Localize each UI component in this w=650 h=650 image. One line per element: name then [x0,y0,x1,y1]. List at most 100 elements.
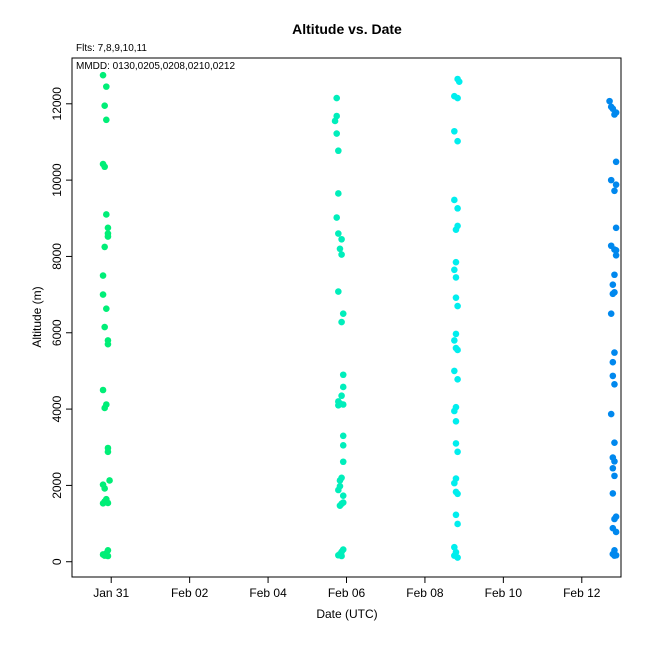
x-axis-label: Date (UTC) [316,607,377,621]
data-point [452,294,460,301]
x-axis: Jan 31 Feb 02 Feb 04 Feb 06 Feb 08 Feb 10 Feb … [93,577,601,600]
data-point [454,137,461,145]
data-point [333,214,340,221]
data-point [104,340,112,348]
data-point [452,440,460,447]
data-point [611,515,618,523]
data-point [335,230,342,237]
series-3 [451,75,463,561]
data-point [104,448,112,456]
data-point [101,243,108,251]
series-1 [99,71,113,560]
data-point [609,358,617,366]
data-point [451,367,458,375]
data-point [336,477,344,484]
data-point [99,71,107,79]
data-point [612,158,620,166]
data-point [104,224,112,232]
data-point [454,448,461,456]
x-tick-label: Feb 02 [171,586,209,600]
data-point [612,247,620,254]
data-point [338,552,345,560]
data-point [452,258,460,266]
x-tick-label: Feb 12 [563,586,601,600]
y-tick-label: 0 [50,558,64,565]
data-point [606,97,613,105]
data-point [338,392,345,400]
data-point [607,176,615,184]
series-2 [331,94,347,560]
data-point [101,485,108,492]
data-point [103,211,110,218]
data-point [454,346,461,354]
data-point [104,499,112,507]
data-point [101,102,108,110]
data-point [451,479,458,487]
y-tick-label: 8000 [50,243,64,270]
data-point [338,318,345,326]
data-point [611,439,618,446]
data-point [101,323,108,331]
data-point [454,94,461,102]
data-point [335,190,342,197]
data-point [612,551,620,559]
data-point [333,130,340,137]
data-point [611,349,618,356]
x-tick-label: Feb 08 [406,586,444,600]
data-point [609,290,617,298]
y-axis-label: Altitude (m) [30,286,44,347]
data-point [339,383,347,391]
chart-title: Altitude vs. Date [292,21,402,37]
data-point [99,500,107,507]
data-point [612,181,620,188]
data-point [335,288,342,295]
data-point [612,251,620,259]
data-point [103,116,110,124]
data-point [611,271,618,279]
data-points [99,71,620,561]
data-point [609,281,617,288]
data-point [333,112,340,120]
data-point [331,117,339,125]
x-tick-label: Feb 06 [328,586,366,600]
data-point [103,83,110,90]
data-point [335,147,342,155]
x-tick-label: Feb 10 [485,586,523,600]
data-point [101,163,108,171]
data-point [104,233,112,240]
y-axis: 0 2000 4000 6000 8000 10000 12000 [50,87,72,565]
data-point [607,310,615,317]
data-point [611,458,618,465]
data-point [452,418,460,425]
data-point [451,407,458,415]
data-point [611,187,618,195]
y-tick-label: 6000 [50,319,64,346]
data-point [99,291,107,298]
data-point [451,543,458,551]
series-4 [606,97,620,559]
data-point [454,490,461,498]
plot-frame [71,57,622,578]
data-point [335,401,342,409]
data-point [451,127,458,135]
y-tick-label: 12000 [50,87,64,121]
data-point [454,554,461,561]
data-point [609,464,617,472]
data-point [612,528,620,536]
data-point [339,492,347,500]
data-point [335,486,342,494]
data-point [612,109,620,116]
x-tick-label: Jan 31 [93,586,129,600]
data-point [103,305,110,313]
chart-annotation: MMDD: 0130,0205,0208,0210,0212 [76,61,235,72]
data-point [339,371,347,379]
data-point [339,442,347,449]
data-point [339,458,347,466]
data-point [452,330,460,338]
data-point [99,386,107,394]
data-point [99,272,107,279]
data-point [451,196,458,204]
data-point [611,380,618,388]
data-point [612,224,620,232]
